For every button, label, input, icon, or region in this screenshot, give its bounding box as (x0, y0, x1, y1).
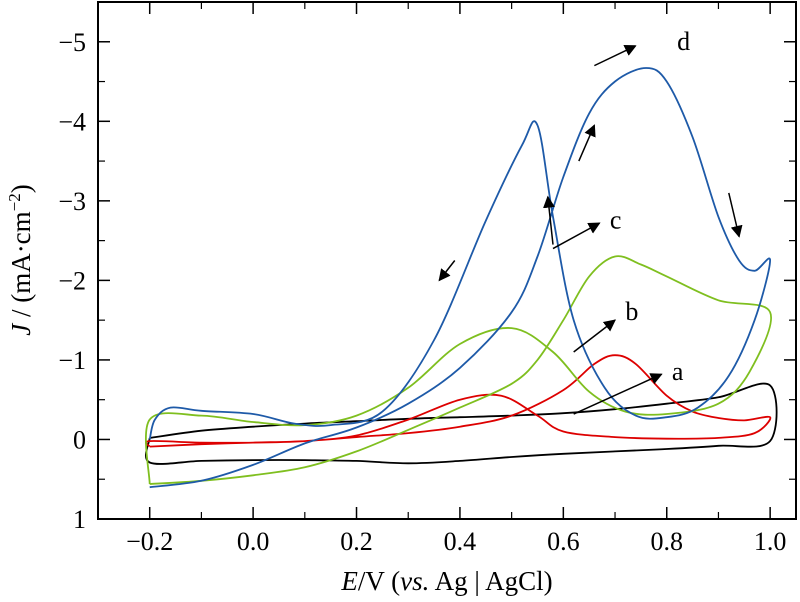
x-tick-label: 0.4 (444, 527, 477, 556)
x-axis-title-var: E (340, 566, 358, 596)
y-tick-label: −2 (58, 266, 86, 295)
curve-label-a: a (672, 357, 684, 386)
y-tick-label: −3 (58, 187, 86, 216)
series-b-line (145, 354, 772, 448)
x-tick-label: 1.0 (754, 527, 787, 556)
series-c-line (144, 255, 772, 485)
x-tick-label: 0.6 (547, 527, 580, 556)
y-axis-title-unit: / (mA·cm (6, 211, 36, 323)
scan-direction-arrow (543, 195, 555, 245)
x-tick-label: −0.2 (126, 527, 173, 556)
axes-layer: −0.2 0.0 0.2 0.4 0.6 0.8 1.0 −5 −4 −3 −2 −1 0 1 (58, 1, 796, 556)
y-tick-label: 1 (73, 505, 86, 534)
label-arrow-a (573, 373, 663, 415)
y-axis-title-close: ) (6, 184, 36, 193)
y-tick-label: −4 (58, 107, 86, 136)
y-axis-title-var: J (6, 322, 36, 336)
curve-label-d: d (677, 27, 690, 56)
scan-direction-arrow (438, 260, 456, 282)
x-tick-label: 0.8 (650, 527, 683, 556)
x-axis-title-ref: Ag | AgCl) (429, 566, 552, 596)
x-axis-title: E/V (vs. Ag | AgCl) (340, 566, 552, 596)
scan-direction-arrow (578, 124, 596, 162)
y-tick-label: −1 (58, 346, 86, 375)
scan-direction-arrow (728, 192, 743, 238)
y-axis-title-exp: −2 (5, 193, 24, 211)
label-arrow-c (552, 222, 601, 250)
annotations-layer: a b c d (438, 27, 743, 415)
y-tick-label: 0 (73, 425, 86, 454)
series-a-line (145, 382, 778, 465)
x-tick-label: 0.0 (237, 527, 270, 556)
y-axis-title: J / (mA·cm−2) (5, 184, 36, 336)
y-tick-label: −5 (58, 28, 86, 57)
x-axis-title-ref-italic: vs. (400, 566, 429, 596)
series-d-line (148, 67, 771, 489)
x-tick-label: 0.2 (340, 527, 373, 556)
label-arrow-d (594, 45, 637, 67)
label-arrow-b (573, 319, 616, 353)
curve-label-c: c (610, 206, 622, 235)
plot-frame (97, 1, 797, 520)
curves-layer (144, 67, 778, 489)
x-axis-title-unit: /V ( (358, 566, 400, 596)
curve-label-b: b (625, 297, 638, 326)
